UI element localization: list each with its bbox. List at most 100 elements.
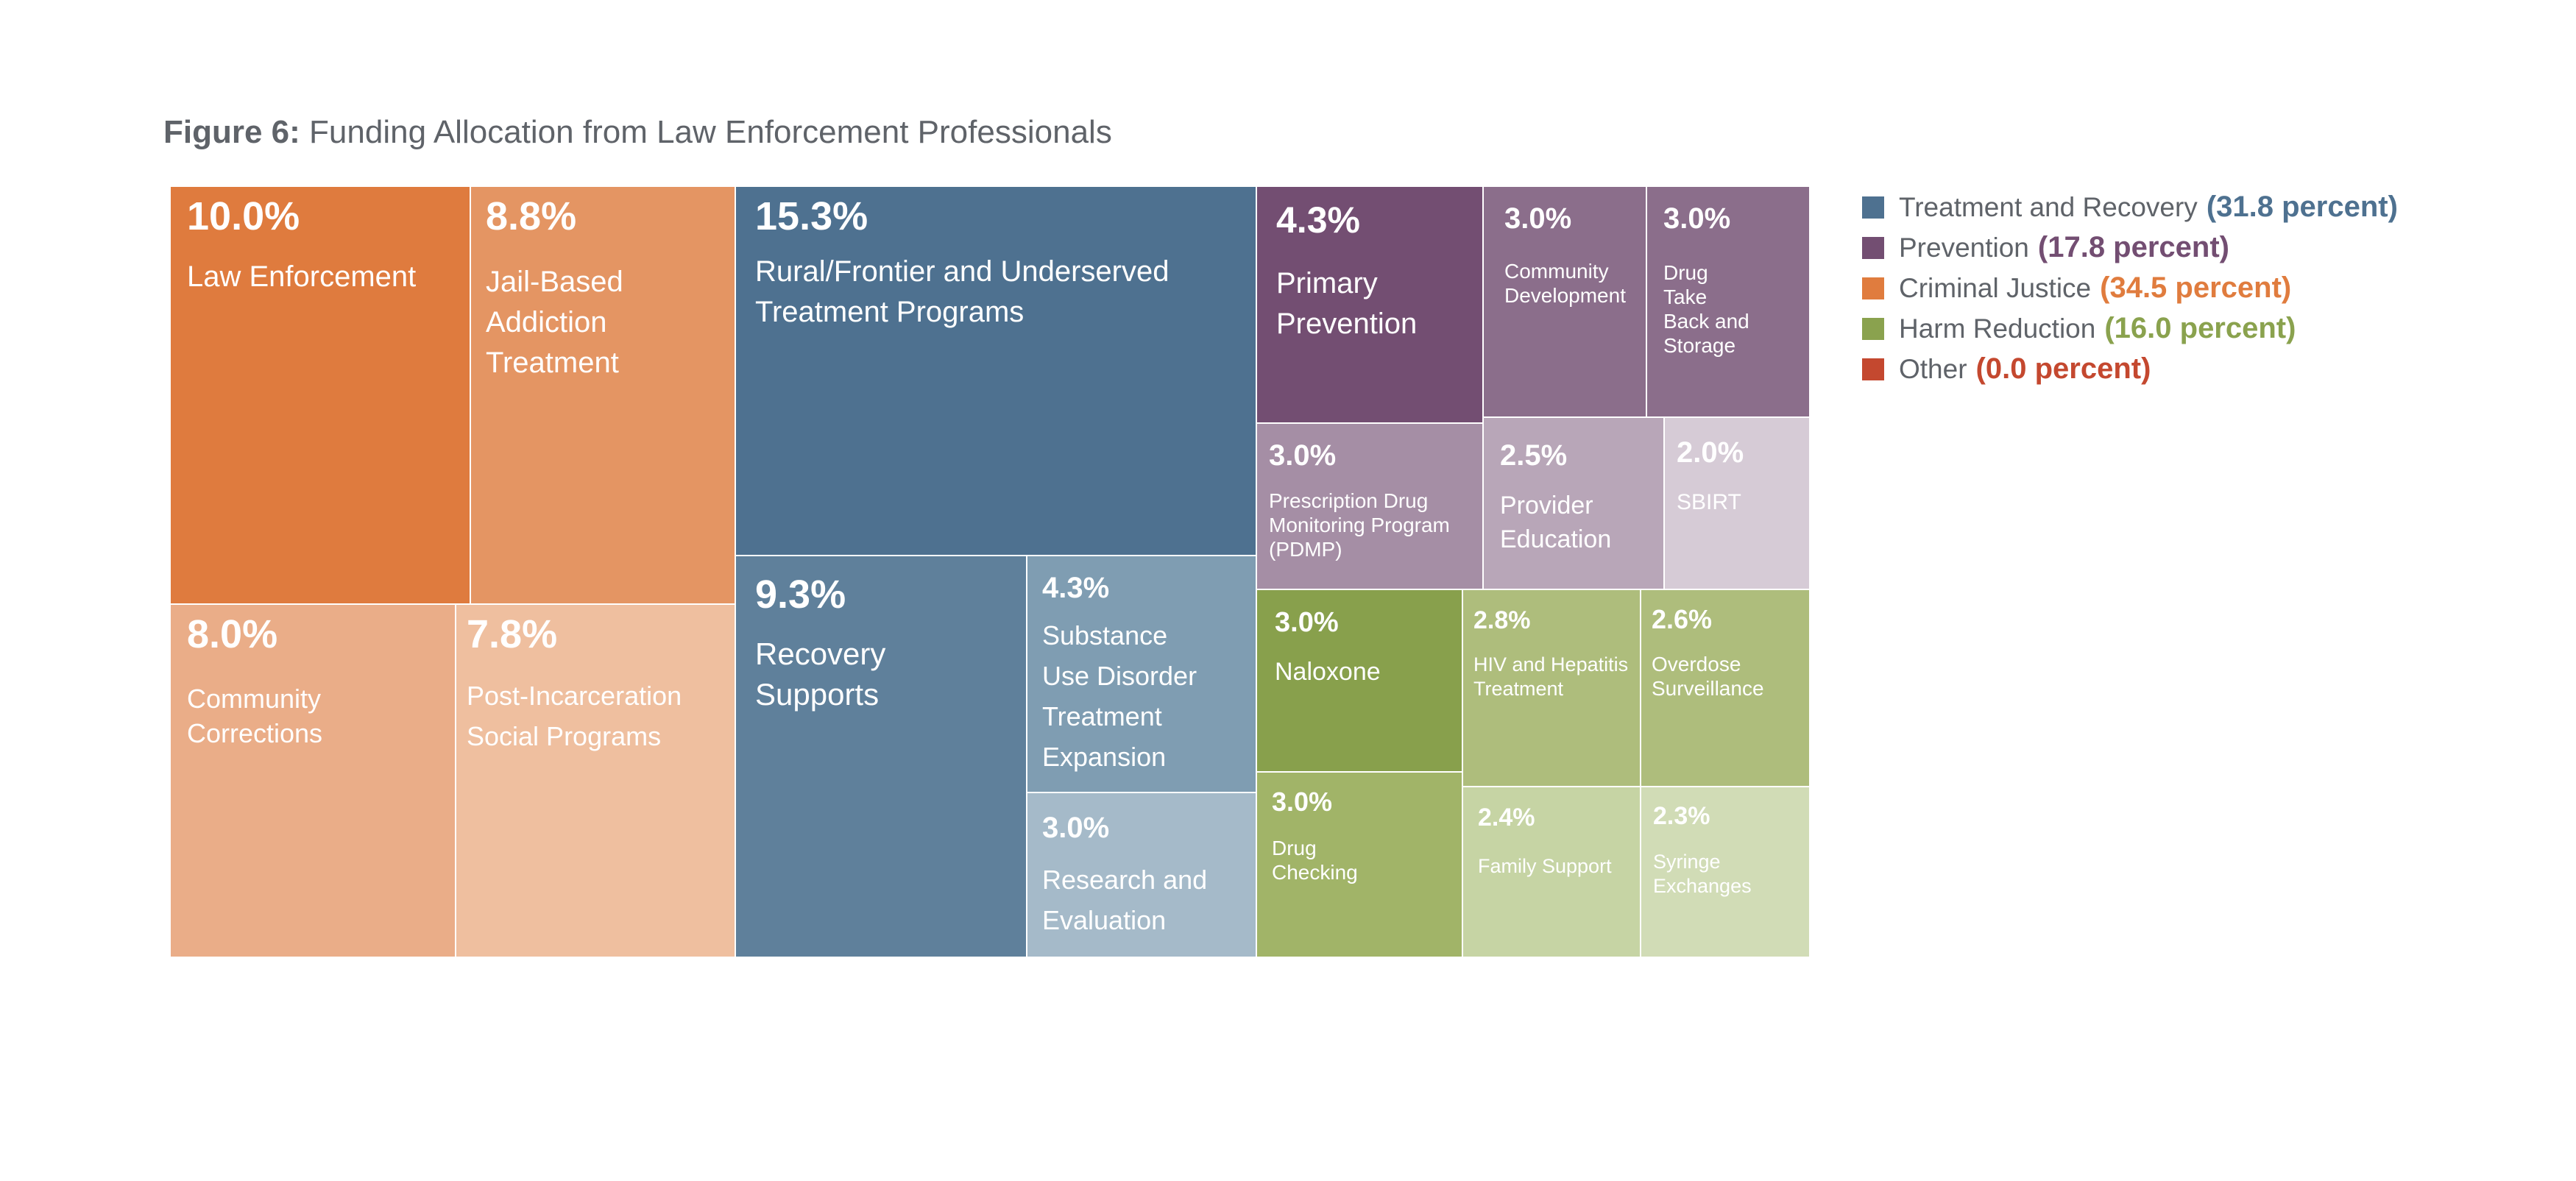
tile-rect	[1665, 418, 1809, 589]
legend-item-other: Other (0.0 percent)	[1862, 349, 2398, 389]
legend-value: (16.0 percent)	[2104, 312, 2296, 344]
treemap-tile-sud-treatment: 4.3% Substance Use Disorder Treatment Expans…	[1027, 556, 1256, 792]
legend-item-prevention: Prevention (17.8 percent)	[1862, 227, 2398, 268]
treemap-tile-community-development: 3.0% Community Development	[1484, 187, 1646, 416]
legend-swatch	[1862, 196, 1884, 219]
tile-rect	[171, 605, 455, 957]
tile-label: Research and Evaluation	[1042, 865, 1207, 935]
tile-percent: 10.0%	[187, 194, 300, 238]
tile-percent: 4.3%	[1042, 572, 1109, 604]
tile-percent: 8.0%	[187, 612, 277, 656]
tile-label: Provider Education	[1500, 492, 1611, 553]
treemap-tile-hiv-hepatitis: 2.8% HIV and Hepatitis Treatment	[1463, 590, 1640, 786]
legend-label: Criminal Justice	[1899, 272, 2092, 303]
legend-item-harm-reduction: Harm Reduction (16.0 percent)	[1862, 308, 2398, 349]
tile-percent: 3.0%	[1275, 607, 1339, 638]
figure-number: Figure 6:	[163, 114, 300, 150]
tile-percent: 2.4%	[1478, 804, 1535, 831]
legend-value: (17.8 percent)	[2037, 231, 2229, 263]
tile-percent: 7.8%	[467, 612, 557, 656]
tile-label: Rural/Frontier and Underserved Treatment …	[755, 255, 1169, 328]
tile-label: Law Enforcement	[187, 260, 416, 293]
legend-value: (0.0 percent)	[1975, 352, 2151, 385]
legend-label: Other	[1899, 353, 1967, 384]
treemap-tile-pdmp: 3.0% Prescription Drug Monitoring Program(…	[1257, 424, 1482, 589]
tile-rect	[1257, 590, 1462, 771]
legend-swatch	[1862, 358, 1884, 380]
tile-label: Community Corrections	[187, 684, 322, 748]
treemap-tile-drug-take-back: 3.0% Drug Take Back and Storage	[1647, 187, 1809, 416]
tile-rect	[1484, 187, 1646, 416]
tile-label: Post-Incarceration Social Programs	[467, 681, 682, 751]
legend-item-criminal-justice: Criminal Justice (34.5 percent)	[1862, 268, 2398, 308]
tile-label: Recovery Supports	[755, 636, 885, 712]
tile-percent: 3.0%	[1042, 812, 1109, 844]
treemap-tile-drug-checking: 3.0% Drug Checking	[1257, 773, 1462, 957]
treemap-tile-jail-based: 8.8% Jail-Based Addiction Treatment	[471, 187, 735, 603]
tile-label: Naloxone	[1275, 658, 1381, 686]
tile-rect	[1463, 590, 1640, 786]
tile-label: Drug Take Back and Storage	[1663, 261, 1749, 357]
tile-percent: 2.8%	[1473, 606, 1531, 634]
treemap-tile-rural-frontier: 15.3% Rural/Frontier and Underserved Treat…	[736, 187, 1256, 555]
treemap-tile-post-incarceration: 7.8% Post-Incarceration Social Programs	[456, 605, 735, 957]
tile-rect	[1463, 787, 1640, 957]
tile-rect	[1647, 187, 1809, 416]
treemap-tile-provider-education: 2.5% Provider Education	[1484, 418, 1663, 589]
tile-rect	[1484, 418, 1663, 589]
legend-swatch	[1862, 236, 1884, 259]
tile-label: Overdose Surveillance	[1652, 653, 1764, 700]
tile-rect	[1257, 424, 1482, 589]
tile-rect	[171, 187, 470, 603]
tile-label: Primary Prevention	[1276, 267, 1417, 340]
legend-label: Prevention	[1899, 232, 2029, 263]
tile-percent: 9.3%	[755, 572, 846, 617]
legend-swatch	[1862, 317, 1884, 340]
tile-percent: 15.3%	[755, 194, 868, 238]
figure-caption: Funding Allocation from Law Enforcement …	[309, 114, 1112, 150]
legend: Treatment and Recovery (31.8 percent) Pre…	[1862, 187, 2398, 389]
tile-rect	[456, 605, 735, 957]
treemap-tile-sbirt: 2.0% SBIRT	[1665, 418, 1809, 589]
tile-rect	[1257, 187, 1482, 422]
treemap-tile-syringe-exchanges: 2.3% Syringe Exchanges	[1641, 787, 1809, 957]
tile-rect	[1641, 590, 1809, 786]
tile-rect	[1027, 556, 1256, 792]
tile-label: Jail-Based Addiction Treatment	[486, 266, 623, 379]
treemap-tile-community-corrections: 8.0% Community Corrections	[171, 605, 455, 957]
tile-percent: 2.0%	[1677, 436, 1744, 469]
tile-label: Family Support	[1478, 855, 1612, 877]
tile-label: SBIRT	[1677, 490, 1741, 514]
tile-rect	[1257, 773, 1462, 957]
legend-value: (34.5 percent)	[2100, 272, 2292, 304]
tile-rect	[471, 187, 735, 603]
treemap-tile-primary-prevention: 4.3% Primary Prevention	[1257, 187, 1482, 422]
treemap-tile-recovery-supports: 9.3% Recovery Supports	[736, 556, 1026, 957]
tile-rect	[736, 187, 1256, 555]
tile-percent: 3.0%	[1663, 202, 1730, 235]
legend-value: (31.8 percent)	[2206, 191, 2398, 223]
tile-label: Community Development	[1504, 260, 1626, 307]
chart-title: Figure 6: Funding Allocation from Law En…	[163, 114, 1112, 151]
tile-percent: 2.5%	[1500, 439, 1567, 472]
treemap-tile-naloxone: 3.0% Naloxone	[1257, 590, 1462, 771]
tile-percent: 3.0%	[1504, 202, 1571, 235]
tile-percent: 4.3%	[1276, 199, 1360, 241]
legend-item-treatment: Treatment and Recovery (31.8 percent)	[1862, 187, 2398, 227]
treemap-tile-research: 3.0% Research and Evaluation	[1027, 793, 1256, 957]
tile-percent: 3.0%	[1269, 439, 1336, 472]
treemap-tile-law-enforcement: 10.0% Law Enforcement	[171, 187, 470, 603]
tile-label: Substance Use Disorder Treatment Expansion	[1042, 620, 1197, 772]
treemap-tile-family-support: 2.4% Family Support	[1463, 787, 1640, 957]
tile-percent: 2.3%	[1653, 802, 1710, 830]
tile-rect	[1027, 793, 1256, 957]
tile-rect	[1641, 787, 1809, 957]
tile-percent: 3.0%	[1272, 787, 1332, 817]
tile-label: Prescription Drug Monitoring Program (PDMP…	[1269, 489, 1450, 561]
tile-label: Drug Checking	[1272, 837, 1358, 884]
tile-percent: 2.6%	[1652, 604, 1712, 634]
legend-swatch	[1862, 277, 1884, 299]
treemap-tile-overdose-surveillance: 2.6% Overdose Surveillance	[1641, 590, 1809, 786]
legend-label: Harm Reduction	[1899, 313, 2096, 344]
